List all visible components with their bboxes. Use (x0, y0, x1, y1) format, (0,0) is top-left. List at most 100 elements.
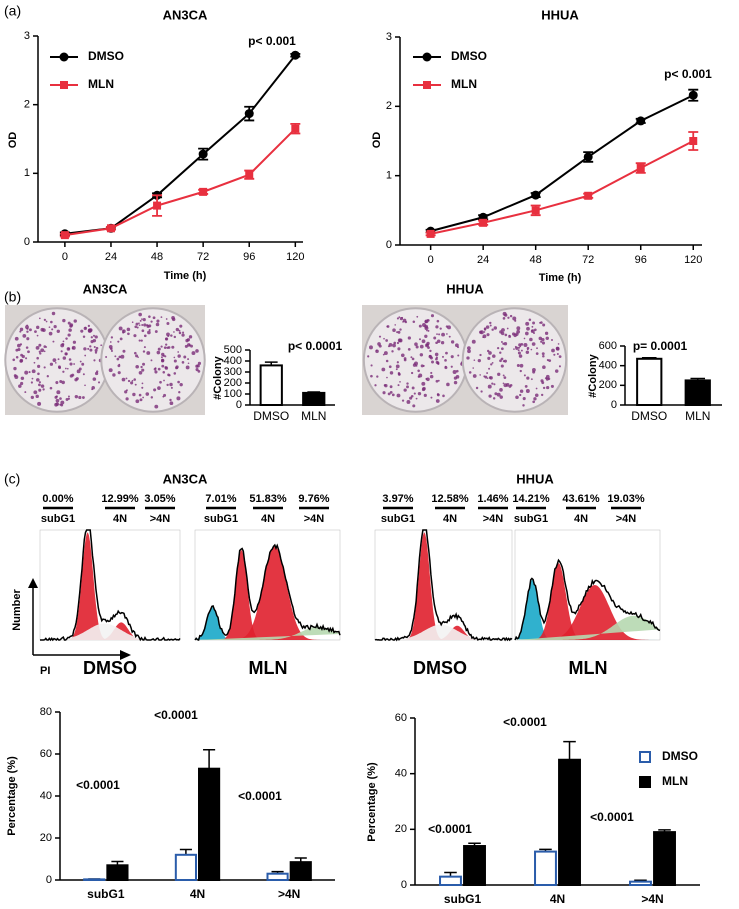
colony-dot (176, 396, 181, 401)
histogram-outline (40, 529, 181, 642)
colony-dot (523, 342, 528, 347)
colony-dot (457, 354, 460, 357)
colony-dot (424, 334, 428, 338)
colony-dot (526, 376, 530, 380)
colony-dot (493, 383, 496, 386)
gate-label: 4N (261, 513, 275, 525)
colony-dot (26, 337, 30, 341)
colony-dot (67, 395, 70, 398)
colony-dot (550, 384, 554, 388)
colony-dot (507, 316, 510, 319)
colony-dot (195, 349, 199, 353)
error-bar (563, 740, 576, 760)
colony-dot (160, 316, 163, 318)
colony-dot (133, 378, 136, 381)
legend-marker (60, 81, 68, 89)
colony-dot (397, 384, 400, 387)
colony-dot (57, 358, 60, 361)
colony-dot (34, 330, 37, 334)
colony-dot (448, 335, 451, 338)
colony-dot (546, 385, 550, 390)
colony-dot (170, 386, 173, 389)
colony-dot (539, 321, 541, 324)
colony-dot (173, 356, 176, 359)
colony-dot (429, 374, 434, 379)
colony-dot (139, 319, 142, 322)
data-point (245, 170, 254, 179)
colony-dot (105, 356, 108, 359)
colony-dot (409, 396, 413, 400)
colony-dot (155, 322, 160, 327)
data-point (198, 149, 208, 159)
gate-percent: 19.03% (607, 493, 645, 505)
colony-dot (417, 391, 422, 396)
colony-dot (167, 346, 171, 349)
colony-dot (148, 328, 151, 331)
colony-dot (518, 354, 523, 358)
colony-dot (25, 357, 28, 360)
colony-dot (39, 352, 42, 355)
histogram-peak (195, 546, 340, 640)
colony-dot (509, 314, 513, 318)
colony-dot (135, 322, 139, 326)
colony-dot (191, 351, 196, 356)
colony-dot (531, 329, 534, 332)
y-tick-label: 0 (386, 239, 392, 251)
colony-dot (162, 370, 166, 374)
colony-dot (492, 354, 496, 358)
colony-dot (420, 364, 424, 368)
colony-dot (131, 379, 134, 382)
colony-dot (516, 326, 521, 331)
colony-dot (83, 347, 87, 351)
colony-dot (112, 373, 116, 377)
data-point (199, 187, 208, 196)
colony-dot (60, 350, 63, 353)
colony-dot (117, 340, 120, 343)
colony-dot (427, 329, 430, 332)
colony-dot (26, 330, 29, 333)
colony-dot (524, 384, 528, 388)
colony-dot (160, 356, 163, 359)
colony-dot (173, 359, 177, 363)
colony-dot (430, 371, 433, 375)
colony-dot (170, 334, 173, 337)
colony-dot (517, 346, 521, 349)
colony-dot (426, 329, 428, 332)
colony-dot (429, 349, 432, 353)
bar (302, 391, 326, 406)
colony-dot (407, 348, 411, 351)
colony-dot (385, 339, 388, 342)
colony-dot (150, 359, 153, 362)
bar (259, 364, 283, 406)
gate-percent: 3.05% (144, 493, 175, 505)
plate-well (100, 307, 206, 413)
colony-dot (131, 321, 134, 324)
colony-dot (519, 369, 522, 373)
bar (266, 872, 289, 882)
colony-dot (118, 355, 122, 359)
colony-dot (82, 373, 85, 376)
colony-dot (46, 375, 49, 378)
colony-dot (532, 400, 536, 404)
colony-dot (411, 386, 415, 390)
colony-dot (178, 331, 182, 335)
histogram-frame (39, 529, 181, 641)
colony-dot (483, 331, 486, 333)
bar (636, 357, 663, 406)
colony-dot (40, 327, 45, 332)
colony-dot (544, 331, 549, 335)
colony-dot (18, 384, 22, 388)
colony-dot (389, 385, 393, 389)
colony-dot (38, 343, 42, 347)
colony-dot (163, 379, 165, 382)
colony-dot (503, 342, 508, 346)
colony-dot (20, 353, 23, 357)
colony-dot (540, 379, 544, 383)
y-tick-label: 200 (224, 377, 242, 389)
colony-dot (22, 334, 27, 338)
colony-dot (175, 366, 178, 370)
colony-dot (500, 347, 504, 351)
colony-dot (130, 381, 134, 385)
colony-dot (389, 390, 393, 394)
